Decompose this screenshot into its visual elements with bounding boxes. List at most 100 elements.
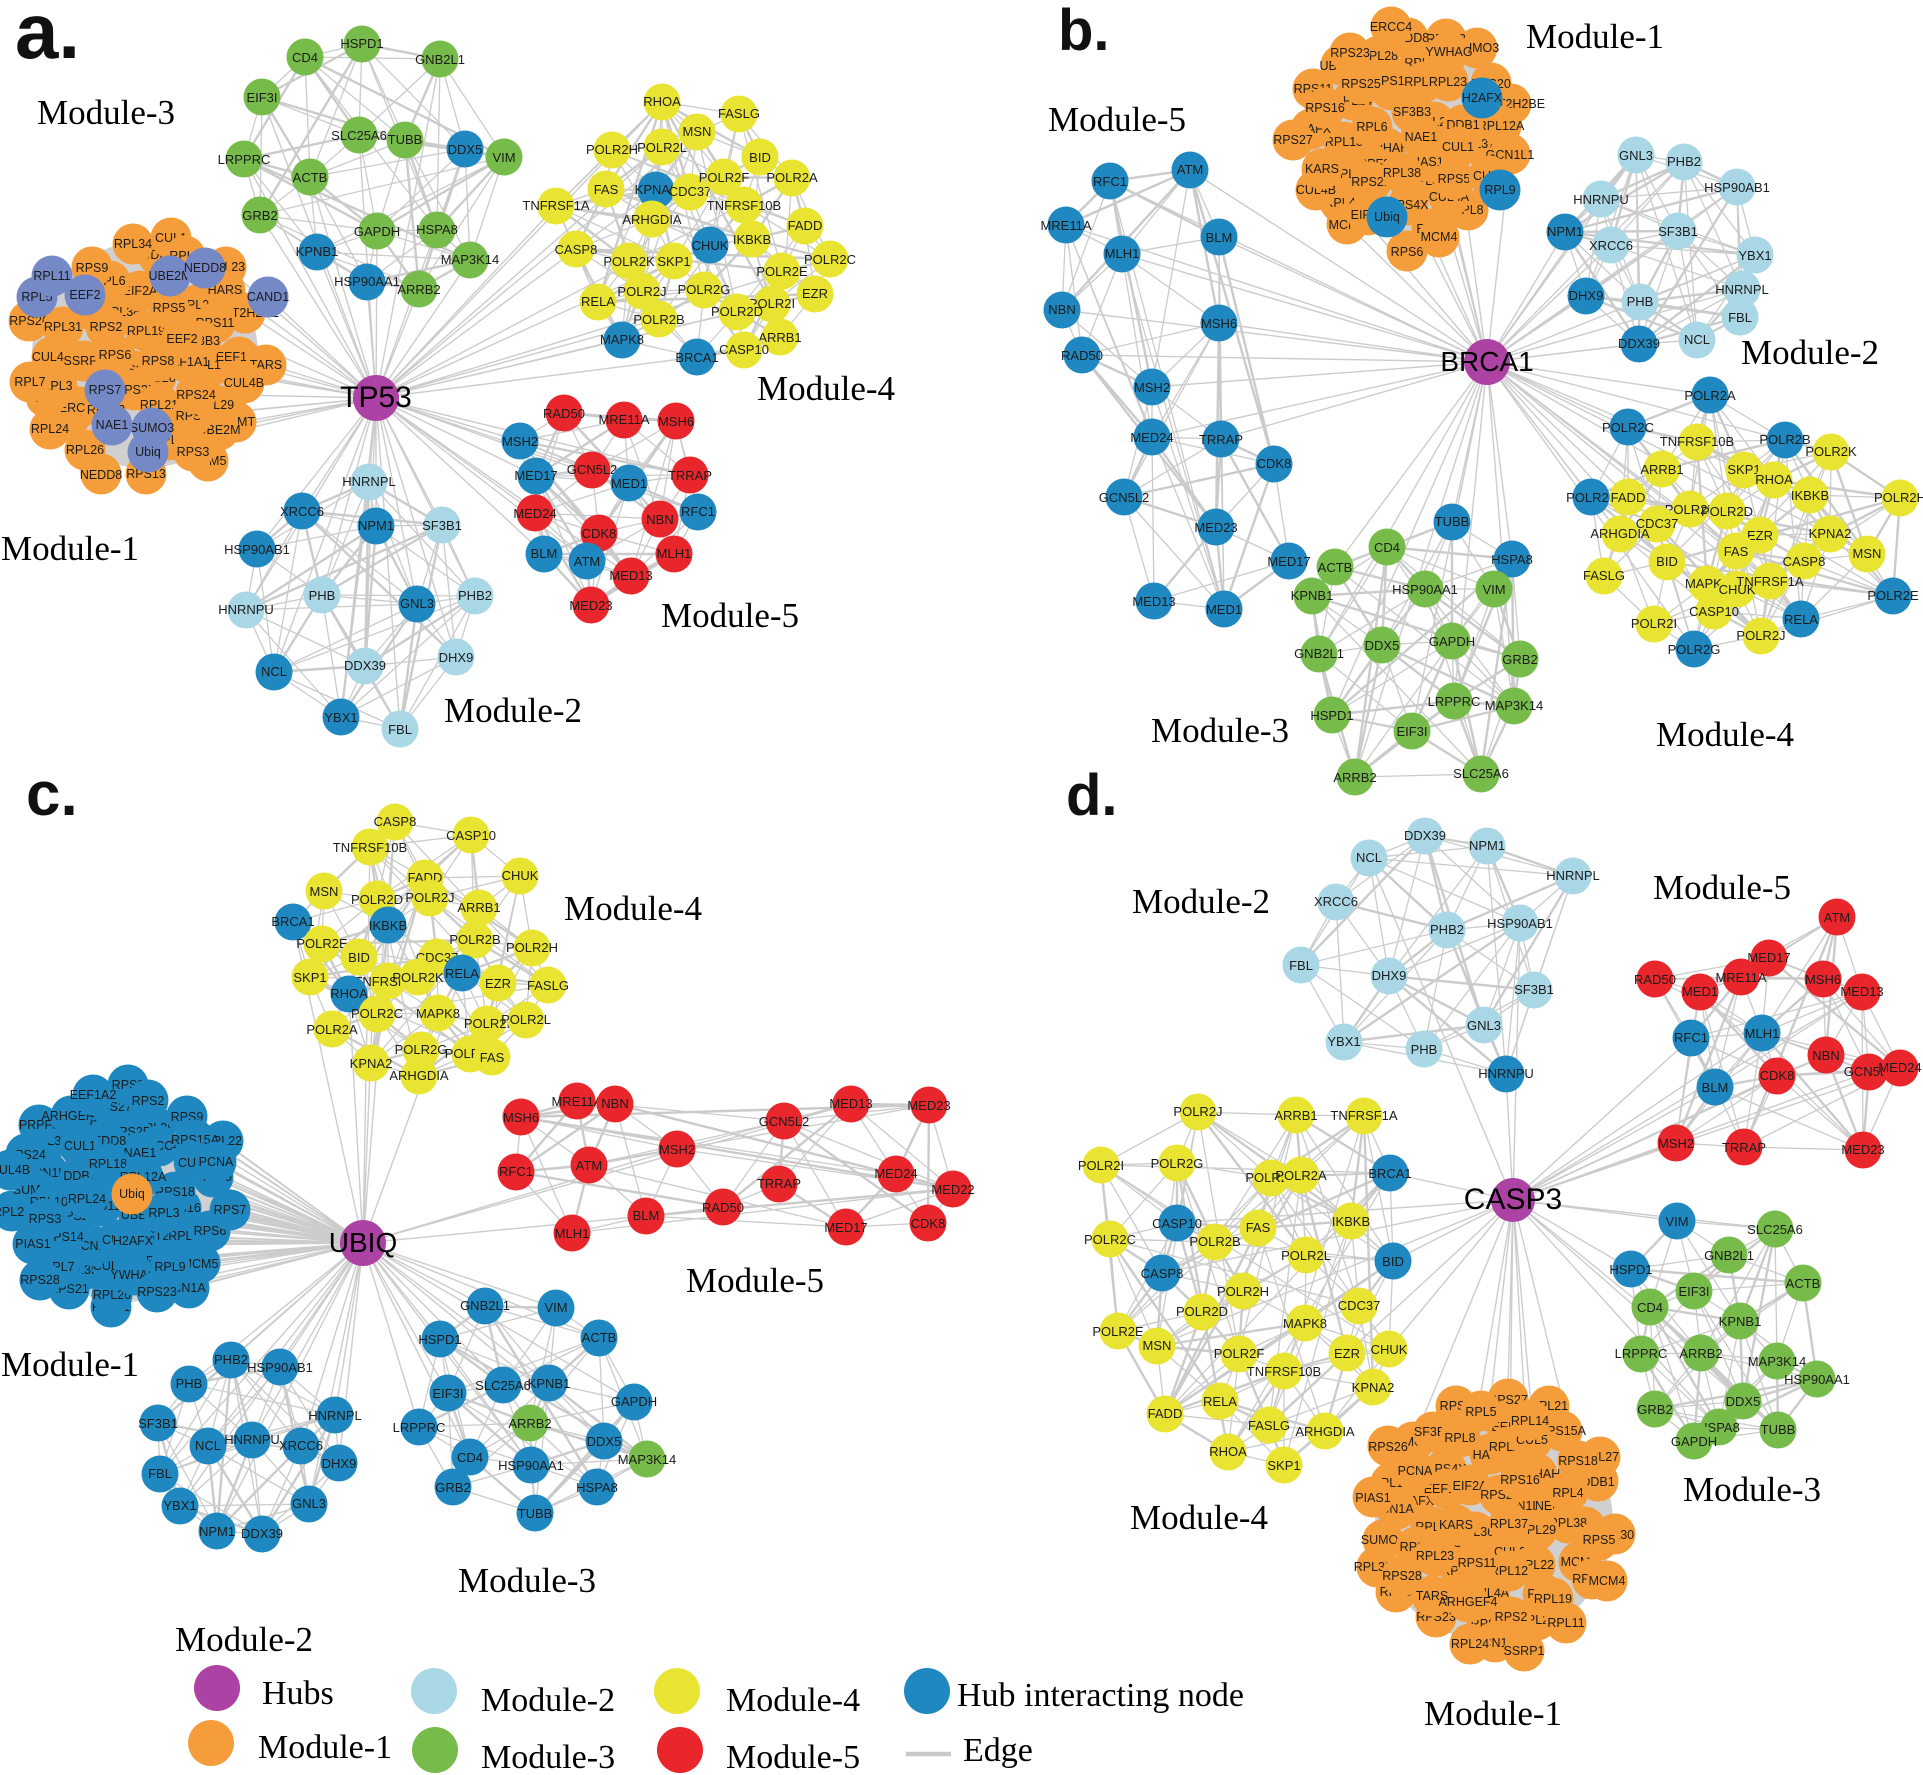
svg-text:NPM1: NPM1 bbox=[199, 1524, 235, 1539]
svg-text:DHX9: DHX9 bbox=[1569, 288, 1604, 303]
svg-text:RPS5: RPS5 bbox=[1583, 1533, 1616, 1547]
svg-text:BRCA1: BRCA1 bbox=[1440, 346, 1533, 377]
svg-text:POLR2E: POLR2E bbox=[296, 936, 348, 951]
svg-text:DDX39: DDX39 bbox=[1618, 336, 1660, 351]
svg-text:TRRAP: TRRAP bbox=[1722, 1140, 1766, 1155]
svg-text:MSN: MSN bbox=[1853, 546, 1882, 561]
svg-text:Hubs: Hubs bbox=[262, 1675, 334, 1712]
svg-text:GRB2: GRB2 bbox=[435, 1480, 470, 1495]
svg-text:HNRNPL: HNRNPL bbox=[1546, 868, 1599, 883]
svg-text:RFC1: RFC1 bbox=[1093, 174, 1127, 189]
svg-text:Ubiq: Ubiq bbox=[1374, 210, 1400, 224]
svg-text:FADD: FADD bbox=[1611, 490, 1646, 505]
svg-text:MED13: MED13 bbox=[609, 568, 652, 583]
svg-text:GRB2: GRB2 bbox=[1637, 1402, 1672, 1417]
svg-text:RPL19: RPL19 bbox=[127, 324, 165, 338]
svg-text:RELA: RELA bbox=[1203, 1394, 1237, 1409]
svg-text:POLR2G: POLR2G bbox=[1668, 642, 1721, 657]
svg-text:CD4: CD4 bbox=[1637, 1300, 1663, 1315]
svg-text:Module-2: Module-2 bbox=[481, 1682, 615, 1719]
svg-text:ARRB1: ARRB1 bbox=[1640, 462, 1683, 477]
svg-text:MRE11A: MRE11A bbox=[1040, 218, 1091, 233]
svg-text:ERCC4: ERCC4 bbox=[1370, 20, 1412, 34]
svg-text:MSH6: MSH6 bbox=[1805, 972, 1841, 987]
svg-text:CHUK: CHUK bbox=[692, 238, 729, 253]
svg-text:PCNA: PCNA bbox=[1398, 1464, 1433, 1478]
svg-text:ARRB2: ARRB2 bbox=[508, 1416, 551, 1431]
svg-text:RELA: RELA bbox=[1784, 612, 1818, 627]
svg-text:KPNB1: KPNB1 bbox=[1719, 1314, 1762, 1329]
svg-text:YBX1: YBX1 bbox=[324, 710, 357, 725]
svg-text:KARS: KARS bbox=[1439, 1518, 1473, 1532]
svg-text:FBL: FBL bbox=[1289, 958, 1313, 973]
svg-text:PHB2: PHB2 bbox=[1667, 154, 1701, 169]
svg-text:Module-3: Module-3 bbox=[458, 1561, 596, 1600]
svg-text:GNB2L1: GNB2L1 bbox=[460, 1298, 510, 1313]
svg-text:Module-5: Module-5 bbox=[686, 1261, 824, 1300]
svg-text:MSH2: MSH2 bbox=[502, 434, 538, 449]
svg-text:CDK8: CDK8 bbox=[1257, 456, 1292, 471]
svg-text:MSH2: MSH2 bbox=[659, 1142, 695, 1157]
svg-text:MED22: MED22 bbox=[931, 1182, 974, 1197]
svg-text:YBX1: YBX1 bbox=[163, 1498, 196, 1513]
svg-text:POLR2D: POLR2D bbox=[351, 892, 403, 907]
svg-text:RPL38: RPL38 bbox=[1549, 1516, 1587, 1530]
svg-text:POLR2B: POLR2B bbox=[449, 932, 500, 947]
svg-text:POLR2C: POLR2C bbox=[1084, 1232, 1136, 1247]
svg-text:NBN: NBN bbox=[646, 512, 673, 527]
svg-text:MED24: MED24 bbox=[1878, 1060, 1921, 1075]
svg-text:IKBKB: IKBKB bbox=[733, 232, 771, 247]
svg-text:SKP1: SKP1 bbox=[1267, 1458, 1300, 1473]
svg-text:DHX9: DHX9 bbox=[1372, 968, 1407, 983]
svg-text:MSH6: MSH6 bbox=[658, 414, 694, 429]
svg-text:POLR2G: POLR2G bbox=[1151, 1156, 1204, 1171]
svg-text:RPS6: RPS6 bbox=[99, 348, 132, 362]
svg-text:CASP8: CASP8 bbox=[1783, 554, 1826, 569]
svg-text:RAD50: RAD50 bbox=[702, 1200, 744, 1215]
svg-text:GCN5L2: GCN5L2 bbox=[1099, 490, 1150, 505]
svg-text:DDB1: DDB1 bbox=[1581, 1475, 1614, 1489]
svg-text:NBN: NBN bbox=[1048, 302, 1075, 317]
svg-text:POLR2I: POLR2I bbox=[749, 296, 795, 311]
svg-text:LRPPRC: LRPPRC bbox=[1428, 694, 1481, 709]
svg-text:TARS: TARS bbox=[1416, 1589, 1448, 1603]
svg-text:MED23: MED23 bbox=[907, 1098, 950, 1113]
svg-text:ACTB: ACTB bbox=[1318, 560, 1353, 575]
svg-text:MED23: MED23 bbox=[1194, 520, 1237, 535]
svg-text:Module-4: Module-4 bbox=[564, 889, 702, 928]
svg-text:RPS6: RPS6 bbox=[1391, 245, 1424, 259]
svg-text:POLR2E: POLR2E bbox=[756, 264, 808, 279]
svg-text:CHUK: CHUK bbox=[502, 868, 539, 883]
svg-text:ARRB1: ARRB1 bbox=[1274, 1108, 1317, 1123]
svg-text:RHOA: RHOA bbox=[643, 94, 681, 109]
svg-text:CASP10: CASP10 bbox=[719, 342, 769, 357]
svg-text:CDK8: CDK8 bbox=[1760, 1068, 1795, 1083]
svg-text:MLH1: MLH1 bbox=[1745, 1026, 1780, 1041]
svg-text:ARHGDIA: ARHGDIA bbox=[622, 212, 682, 227]
svg-text:RPL11: RPL11 bbox=[33, 269, 70, 283]
svg-text:POLR2C: POLR2C bbox=[351, 1006, 403, 1021]
svg-text:Module-3: Module-3 bbox=[1151, 711, 1289, 750]
svg-text:LRPPRC: LRPPRC bbox=[393, 1420, 446, 1435]
svg-text:RHOA: RHOA bbox=[1755, 472, 1793, 487]
svg-text:POLR2B: POLR2B bbox=[633, 312, 684, 327]
svg-text:Module-4: Module-4 bbox=[726, 1682, 860, 1719]
svg-text:POLR2H: POLR2H bbox=[1217, 1284, 1269, 1299]
svg-text:CDK8: CDK8 bbox=[582, 526, 617, 541]
svg-text:POLR2J: POLR2J bbox=[1736, 628, 1785, 643]
svg-text:HSPD1: HSPD1 bbox=[418, 1332, 461, 1347]
svg-text:SF3B1: SF3B1 bbox=[138, 1416, 178, 1431]
svg-text:LRPPRC: LRPPRC bbox=[218, 152, 271, 167]
svg-text:YBX1: YBX1 bbox=[1738, 248, 1771, 263]
svg-text:HSP90AB1: HSP90AB1 bbox=[1487, 916, 1553, 931]
svg-text:MCM4: MCM4 bbox=[1589, 1574, 1626, 1588]
svg-text:SKP1: SKP1 bbox=[657, 254, 690, 269]
svg-text:FADD: FADD bbox=[788, 218, 823, 233]
svg-text:PHB: PHB bbox=[309, 588, 336, 603]
svg-text:RFC1: RFC1 bbox=[1674, 1030, 1708, 1045]
svg-text:POLR2C: POLR2C bbox=[1602, 420, 1654, 435]
svg-text:TRRAP: TRRAP bbox=[668, 468, 712, 483]
svg-text:MED17: MED17 bbox=[514, 468, 557, 483]
svg-text:NCL: NCL bbox=[195, 1438, 221, 1453]
svg-text:TNFRSF10B: TNFRSF10B bbox=[1660, 434, 1734, 449]
